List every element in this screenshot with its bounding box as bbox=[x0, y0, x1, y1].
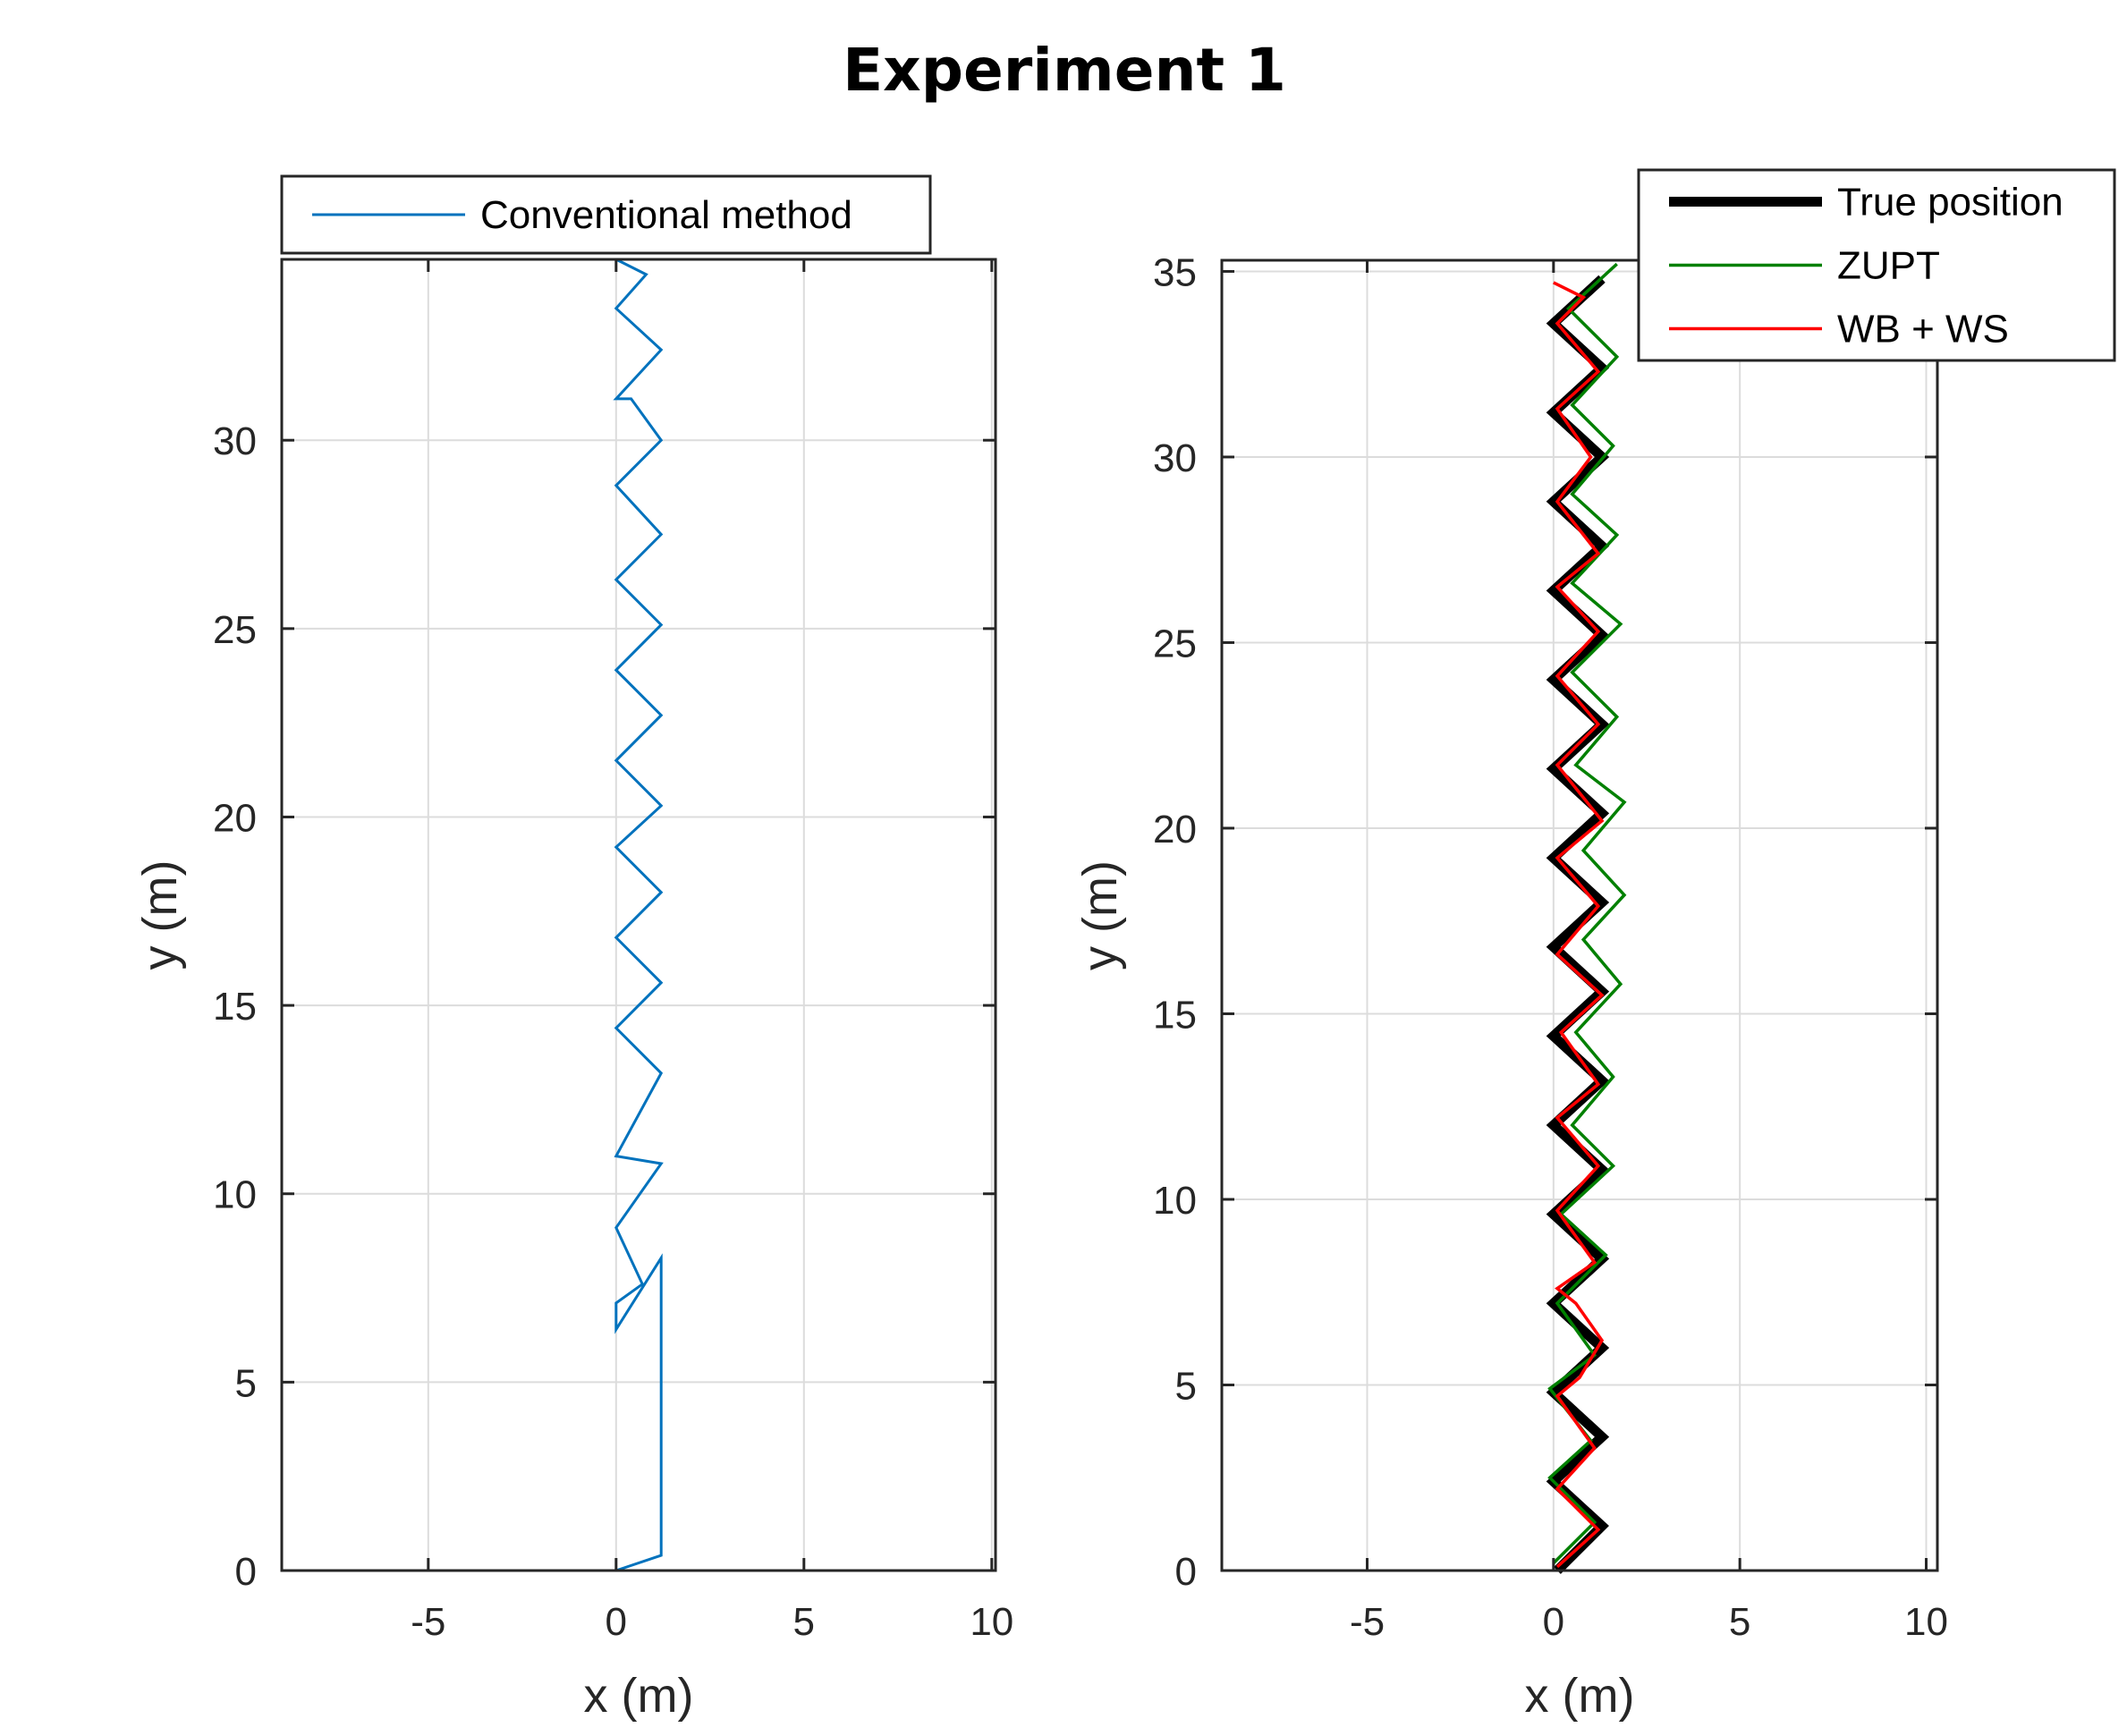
x-tick-label: 5 bbox=[793, 1600, 815, 1644]
y-tick-label: 10 bbox=[1153, 1179, 1197, 1223]
x-tick-label: -5 bbox=[1350, 1600, 1385, 1644]
y-tick-label: 30 bbox=[213, 419, 257, 463]
y-tick-label: 15 bbox=[1153, 993, 1197, 1037]
x-tick-label: 10 bbox=[1904, 1600, 1948, 1644]
y-tick-label: 25 bbox=[213, 608, 257, 652]
legend: Conventional method bbox=[280, 174, 932, 255]
left-chart: -5 0 5 10 0 5 10 15 20 25 30 x (m) y (m) Conventional… bbox=[133, 174, 1013, 1723]
y-tick-label: 30 bbox=[1153, 436, 1197, 480]
y-axis-label: y (m) bbox=[1073, 860, 1127, 970]
right-chart: -5 0 5 10 0 5 10 15 20 25 30 35 x (m) y (m) True posit… bbox=[1073, 168, 2116, 1723]
y-tick-label: 25 bbox=[1153, 622, 1197, 665]
legend-label: True position bbox=[1837, 181, 2063, 224]
x-tick-label: 10 bbox=[970, 1600, 1013, 1644]
legend: True position ZUPT WB + WS bbox=[1637, 168, 2116, 362]
y-tick-label: 0 bbox=[235, 1550, 257, 1594]
x-tick-label: 0 bbox=[1543, 1600, 1564, 1644]
legend-label: WB + WS bbox=[1837, 308, 2009, 351]
figure-title: Experiment 1 bbox=[843, 36, 1286, 105]
legend-label: Conventional method bbox=[480, 193, 852, 237]
y-tick-label: 35 bbox=[1153, 250, 1197, 294]
series-line-wb-ws bbox=[1553, 281, 1605, 1569]
y-tick-label: 10 bbox=[213, 1173, 257, 1217]
x-tick-label: 0 bbox=[606, 1600, 627, 1644]
y-tick-label: 15 bbox=[213, 985, 257, 1029]
y-tick-label: 20 bbox=[1153, 808, 1197, 851]
legend-label: ZUPT bbox=[1837, 244, 1940, 288]
y-tick-label: 20 bbox=[213, 796, 257, 840]
y-tick-label: 5 bbox=[1175, 1364, 1197, 1408]
series-line-zupt bbox=[1547, 262, 1627, 1564]
x-tick-label: -5 bbox=[411, 1600, 445, 1644]
y-tick-label: 0 bbox=[1175, 1550, 1197, 1594]
y-tick-label: 5 bbox=[235, 1361, 257, 1405]
series-line-conventional-method bbox=[613, 258, 664, 1572]
x-axis-label: x (m) bbox=[584, 1669, 694, 1723]
x-axis-label: x (m) bbox=[1525, 1669, 1635, 1723]
axes-box bbox=[1220, 258, 1939, 1572]
x-tick-label: 5 bbox=[1729, 1600, 1750, 1644]
y-axis-label: y (m) bbox=[133, 860, 187, 970]
axes-box bbox=[280, 258, 997, 1572]
